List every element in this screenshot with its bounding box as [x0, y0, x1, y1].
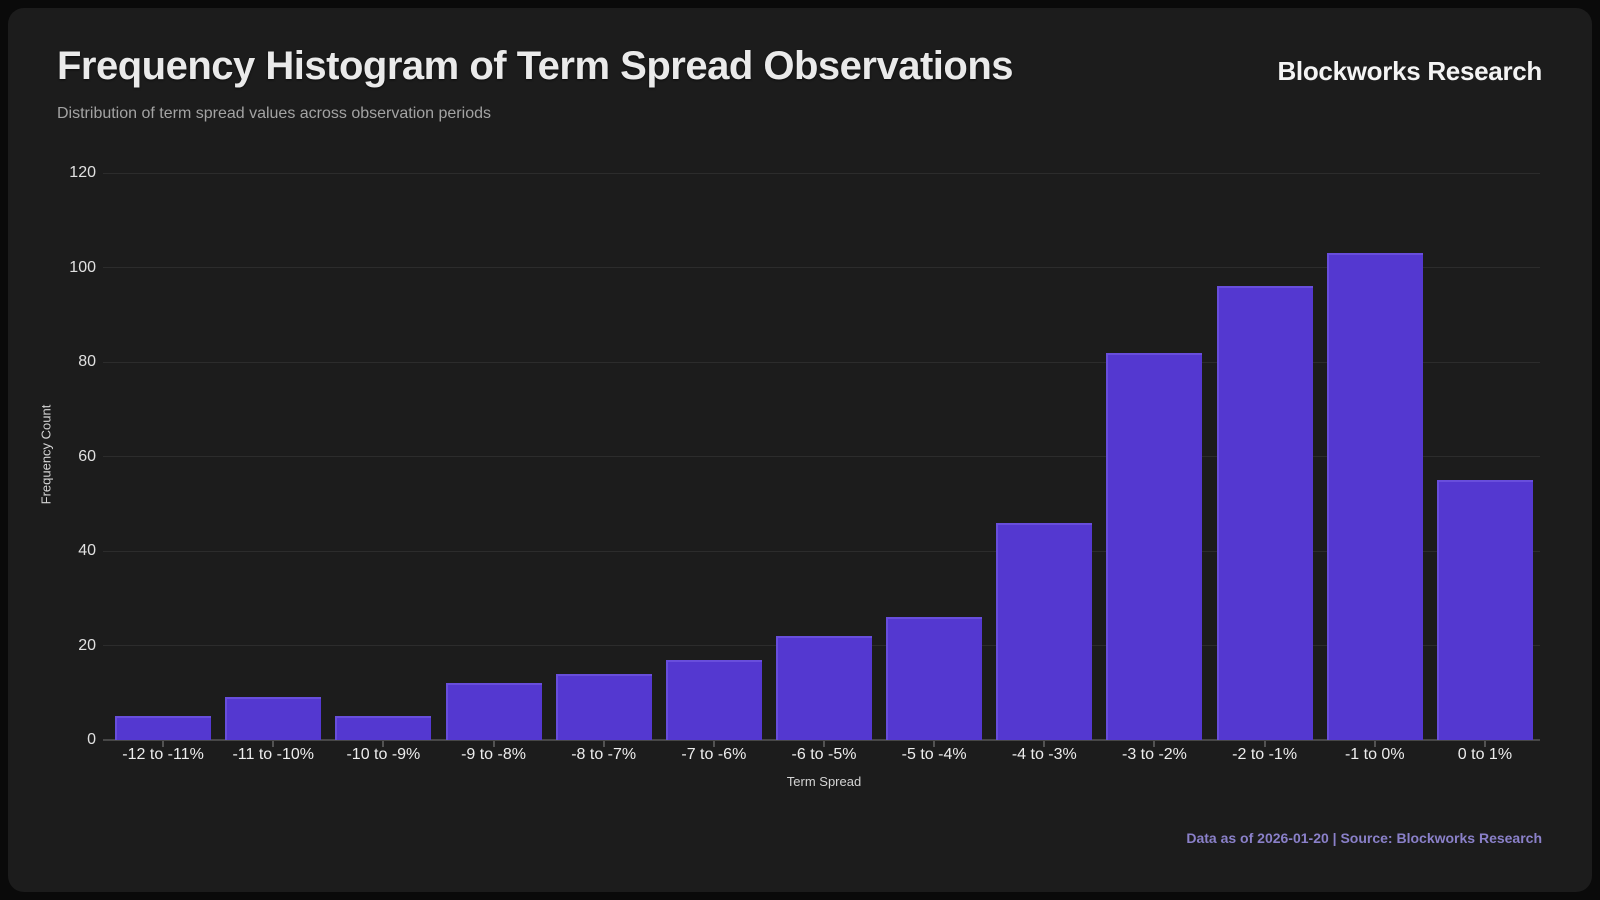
y-tick-label: 100 [69, 258, 96, 276]
x-tick-label: -3 to -2% [1121, 746, 1187, 763]
x-tick-mark [162, 741, 165, 747]
source-note: Data as of 2026-01-20 | Source: Blockwor… [1186, 830, 1542, 846]
gridline [103, 550, 1540, 552]
y-tick-label: 80 [78, 353, 96, 370]
y-tick-label: 60 [78, 447, 96, 465]
histogram-bar [776, 636, 872, 740]
gridline [103, 172, 1540, 174]
histogram-bar [335, 716, 432, 740]
x-tick-mark [1043, 741, 1046, 747]
x-tick-mark [712, 741, 715, 747]
histogram-bar [445, 683, 542, 740]
histogram-bar [996, 522, 1093, 740]
x-tick-mark [382, 741, 385, 747]
chart-subtitle: Distribution of term spread values acros… [57, 105, 491, 122]
x-tick-mark [1263, 741, 1266, 747]
histogram-bar [665, 659, 762, 740]
y-tick-label: 0 [87, 731, 96, 748]
x-tick-label: -4 to -3% [1011, 746, 1077, 763]
y-tick-label: 20 [78, 636, 96, 654]
histogram-bar [886, 617, 983, 740]
histogram-bar [1216, 286, 1313, 740]
x-tick-mark [602, 741, 605, 747]
gridline [103, 456, 1540, 457]
x-tick-label: -8 to -7% [571, 746, 637, 763]
x-tick-label: -7 to -6% [681, 746, 747, 763]
histogram-bar [1436, 480, 1533, 740]
x-tick-label: -5 to -4% [901, 746, 967, 763]
x-tick-label: -11 to -10% [232, 746, 314, 763]
histogram-bar [115, 716, 212, 740]
histogram-bar [555, 673, 652, 740]
x-axis-title: Term Spread [786, 774, 862, 789]
x-tick-label: -10 to -9% [346, 746, 421, 763]
x-tick-label: -9 to -8% [461, 746, 526, 763]
x-tick-mark [1483, 741, 1486, 747]
brand-logo: Blockworks Research [1277, 56, 1542, 86]
histogram-bar [1106, 352, 1203, 740]
x-tick-label: -1 to 0% [1344, 746, 1405, 763]
x-tick-label: -12 to -11% [122, 746, 204, 763]
y-tick-label: 40 [78, 542, 96, 559]
histogram-bar [225, 697, 322, 740]
x-tick-label: -2 to -1% [1232, 746, 1298, 763]
gridline [103, 267, 1540, 268]
gridline [103, 361, 1540, 363]
page-title: Frequency Histogram of Term Spread Obser… [57, 44, 1014, 88]
y-axis-title: Frequency Count [38, 404, 54, 505]
x-tick-mark [1153, 741, 1156, 747]
x-tick-mark [1373, 741, 1376, 747]
histogram-bar [1326, 253, 1423, 740]
x-tick-mark [492, 741, 495, 747]
x-tick-label: -6 to -5% [791, 746, 857, 763]
x-tick-mark [272, 741, 275, 747]
x-axis-baseline [103, 739, 1540, 741]
y-tick-label: 120 [69, 164, 96, 181]
x-tick-mark [823, 741, 825, 747]
x-tick-mark [933, 741, 936, 747]
x-tick-label: 0 to 1% [1457, 746, 1513, 763]
